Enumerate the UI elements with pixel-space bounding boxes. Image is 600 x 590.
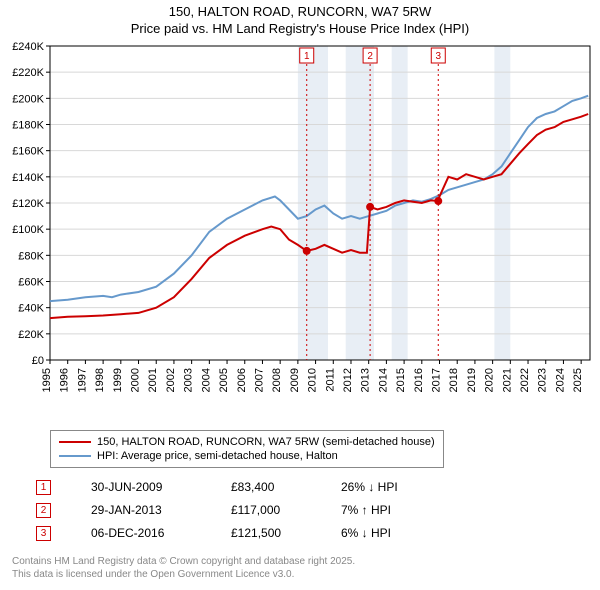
svg-text:1999: 1999 bbox=[112, 368, 124, 392]
sales-table: 1 30-JUN-2009 £83,400 26% ↓ HPI 2 29-JAN… bbox=[36, 476, 600, 545]
svg-text:2015: 2015 bbox=[395, 368, 407, 392]
svg-text:1: 1 bbox=[304, 51, 310, 62]
svg-text:2023: 2023 bbox=[537, 368, 549, 392]
legend-label-hpi: HPI: Average price, semi-detached house,… bbox=[97, 450, 338, 462]
svg-text:£120K: £120K bbox=[12, 198, 44, 210]
legend-swatch-hpi bbox=[59, 455, 91, 457]
svg-text:2004: 2004 bbox=[200, 368, 212, 392]
legend-swatch-property bbox=[59, 441, 91, 443]
copyright: Contains HM Land Registry data © Crown c… bbox=[12, 555, 600, 581]
title-line-2: Price paid vs. HM Land Registry's House … bbox=[0, 21, 600, 38]
svg-text:£0: £0 bbox=[32, 355, 44, 367]
svg-text:2005: 2005 bbox=[218, 368, 230, 392]
legend-row-hpi: HPI: Average price, semi-detached house,… bbox=[59, 449, 435, 463]
svg-text:£140K: £140K bbox=[12, 172, 44, 184]
sale-price-3: £121,500 bbox=[231, 526, 301, 540]
svg-text:2: 2 bbox=[367, 51, 373, 62]
svg-text:2003: 2003 bbox=[183, 368, 195, 392]
sale-pct-3: 6% ↓ HPI bbox=[341, 526, 421, 540]
copyright-line-2: This data is licensed under the Open Gov… bbox=[12, 568, 600, 581]
svg-text:3: 3 bbox=[435, 51, 441, 62]
sale-date-2: 29-JAN-2013 bbox=[91, 503, 191, 517]
sale-marker-3: 3 bbox=[36, 526, 51, 541]
svg-text:£80K: £80K bbox=[18, 250, 44, 262]
svg-text:2006: 2006 bbox=[236, 368, 248, 392]
title-line-1: 150, HALTON ROAD, RUNCORN, WA7 5RW bbox=[0, 4, 600, 21]
svg-text:2021: 2021 bbox=[501, 368, 513, 392]
sale-marker-2: 2 bbox=[36, 503, 51, 518]
sale-marker-num-2: 2 bbox=[41, 505, 47, 516]
sale-marker-num-1: 1 bbox=[41, 482, 47, 493]
svg-text:1995: 1995 bbox=[41, 368, 53, 392]
legend: 150, HALTON ROAD, RUNCORN, WA7 5RW (semi… bbox=[50, 430, 444, 468]
svg-text:1997: 1997 bbox=[76, 368, 88, 392]
svg-text:1996: 1996 bbox=[59, 368, 71, 392]
svg-text:2018: 2018 bbox=[448, 368, 460, 392]
svg-text:1998: 1998 bbox=[94, 368, 106, 392]
svg-text:2002: 2002 bbox=[165, 368, 177, 392]
sale-date-3: 06-DEC-2016 bbox=[91, 526, 191, 540]
copyright-line-1: Contains HM Land Registry data © Crown c… bbox=[12, 555, 600, 568]
svg-text:2016: 2016 bbox=[413, 368, 425, 392]
svg-text:£220K: £220K bbox=[12, 67, 44, 79]
sale-pct-2: 7% ↑ HPI bbox=[341, 503, 421, 517]
svg-text:2009: 2009 bbox=[289, 368, 301, 392]
svg-text:2000: 2000 bbox=[130, 368, 142, 392]
sale-date-1: 30-JUN-2009 bbox=[91, 480, 191, 494]
svg-text:£20K: £20K bbox=[18, 329, 44, 341]
sale-price-2: £117,000 bbox=[231, 503, 301, 517]
svg-text:£40K: £40K bbox=[18, 302, 44, 314]
svg-text:2019: 2019 bbox=[466, 368, 478, 392]
legend-row-property: 150, HALTON ROAD, RUNCORN, WA7 5RW (semi… bbox=[59, 435, 435, 449]
svg-text:2022: 2022 bbox=[519, 368, 531, 392]
svg-text:2025: 2025 bbox=[572, 368, 584, 392]
svg-text:2011: 2011 bbox=[324, 368, 336, 392]
svg-text:2017: 2017 bbox=[431, 368, 443, 392]
svg-text:2020: 2020 bbox=[484, 368, 496, 392]
sale-marker-num-3: 3 bbox=[41, 528, 47, 539]
sale-row-3: 3 06-DEC-2016 £121,500 6% ↓ HPI bbox=[36, 522, 600, 545]
svg-text:2007: 2007 bbox=[253, 368, 265, 392]
svg-text:£60K: £60K bbox=[18, 276, 44, 288]
sale-price-1: £83,400 bbox=[231, 480, 301, 494]
sale-row-1: 1 30-JUN-2009 £83,400 26% ↓ HPI bbox=[36, 476, 600, 499]
svg-text:2010: 2010 bbox=[307, 368, 319, 392]
svg-text:£160K: £160K bbox=[12, 145, 44, 157]
price-chart: £0 £20K £40K £60K £80K £100K £120K £140K £160K £1… bbox=[0, 40, 600, 430]
sale-marker-1: 1 bbox=[36, 480, 51, 495]
svg-text:2014: 2014 bbox=[377, 368, 389, 392]
sale-pct-1: 26% ↓ HPI bbox=[341, 480, 421, 494]
svg-text:£240K: £240K bbox=[12, 41, 44, 53]
svg-text:2024: 2024 bbox=[554, 368, 566, 392]
svg-text:2012: 2012 bbox=[342, 368, 354, 392]
title-block: 150, HALTON ROAD, RUNCORN, WA7 5RW Price… bbox=[0, 0, 600, 40]
svg-text:£100K: £100K bbox=[12, 224, 44, 236]
svg-text:2013: 2013 bbox=[360, 368, 372, 392]
svg-text:2001: 2001 bbox=[147, 368, 159, 392]
svg-text:£200K: £200K bbox=[12, 93, 44, 105]
chart-area: £0 £20K £40K £60K £80K £100K £120K £140K £160K £1… bbox=[0, 40, 600, 430]
legend-label-property: 150, HALTON ROAD, RUNCORN, WA7 5RW (semi… bbox=[97, 436, 435, 448]
sale-row-2: 2 29-JAN-2013 £117,000 7% ↑ HPI bbox=[36, 499, 600, 522]
svg-text:£180K: £180K bbox=[12, 119, 44, 131]
svg-text:2008: 2008 bbox=[271, 368, 283, 392]
